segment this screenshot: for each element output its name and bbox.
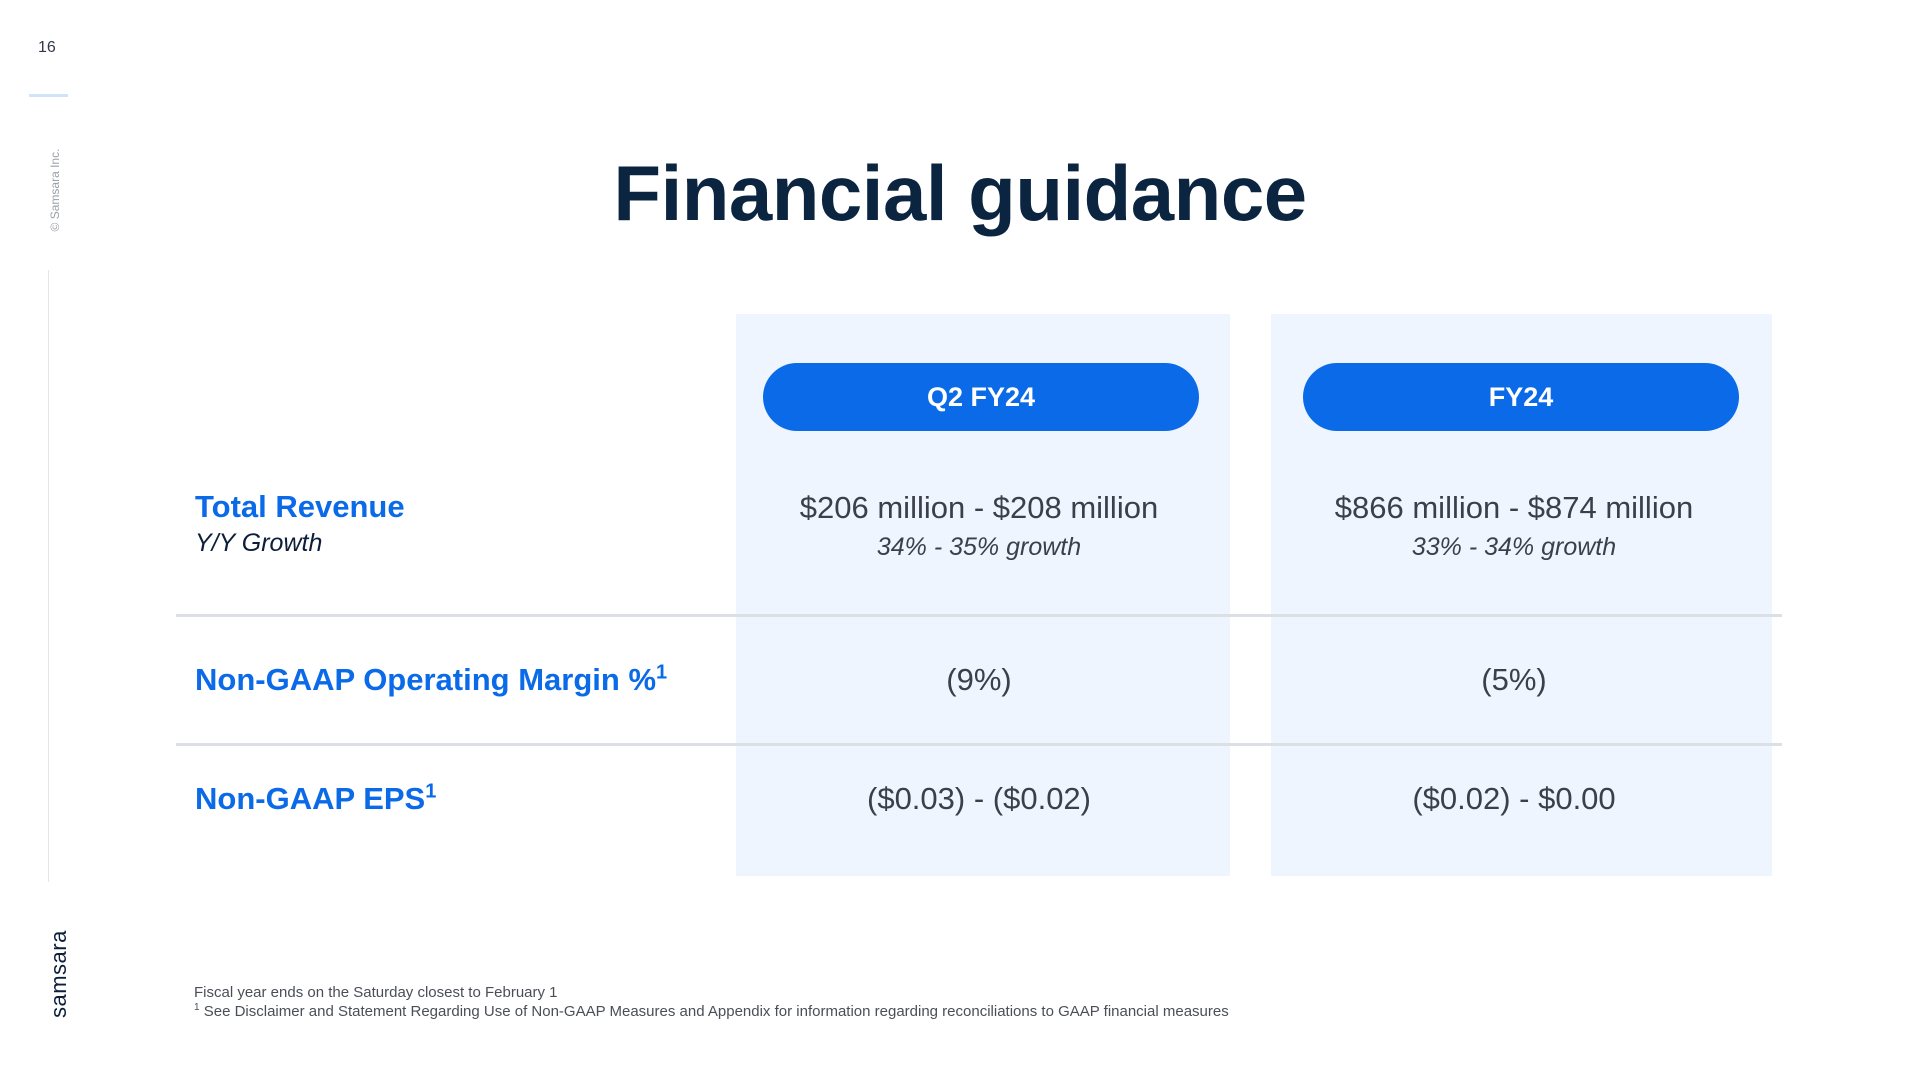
q2-fy24-header-pill: Q2 FY24 <box>763 363 1199 431</box>
fiscal-year-footnote: Fiscal year ends on the Saturday closest… <box>194 984 558 1001</box>
page-number: 16 <box>38 39 56 56</box>
q2-revenue-growth: 34% - 35% growth <box>876 533 1082 561</box>
samsara-logo: samsara <box>46 930 71 1018</box>
fy-revenue-value: $866 million - $874 million <box>1334 490 1694 525</box>
footnote-marker: 1 <box>656 661 668 684</box>
page-title: Financial guidance <box>613 149 1307 237</box>
fy24-header-label: FY24 <box>1488 381 1554 412</box>
footnote-marker: 1 <box>425 780 437 803</box>
q2-fy24-header-label: Q2 FY24 <box>926 381 1036 412</box>
q2-operating-margin-value: (9%) <box>946 662 1012 697</box>
operating-margin-label: Non-GAAP Operating Margin %1 <box>195 662 667 698</box>
fy-revenue-growth: 33% - 34% growth <box>1411 533 1617 561</box>
top-accent-bar <box>29 94 68 97</box>
q2-revenue-value: $206 million - $208 million <box>799 490 1159 525</box>
row-divider <box>176 614 1782 617</box>
disclaimer-footnote: 1 See Disclaimer and Statement Regarding… <box>194 1002 1229 1021</box>
q2-eps-value: ($0.03) - ($0.02) <box>867 781 1091 816</box>
eps-label-text: Non-GAAP EPS <box>195 781 426 816</box>
side-rail-divider <box>48 270 49 882</box>
disclaimer-footnote-text: See Disclaimer and Statement Regarding U… <box>203 1003 1229 1020</box>
fy-eps-value: ($0.02) - $0.00 <box>1412 781 1616 816</box>
eps-label: Non-GAAP EPS1 <box>195 781 436 817</box>
footnote-marker: 1 <box>194 1002 200 1013</box>
fy24-header-pill: FY24 <box>1303 363 1739 431</box>
yy-growth-label: Y/Y Growth <box>195 529 323 557</box>
row-divider <box>176 743 1782 746</box>
total-revenue-label: Total Revenue <box>195 489 405 524</box>
operating-margin-label-text: Non-GAAP Operating Margin % <box>195 662 657 697</box>
fy-operating-margin-value: (5%) <box>1481 662 1547 697</box>
